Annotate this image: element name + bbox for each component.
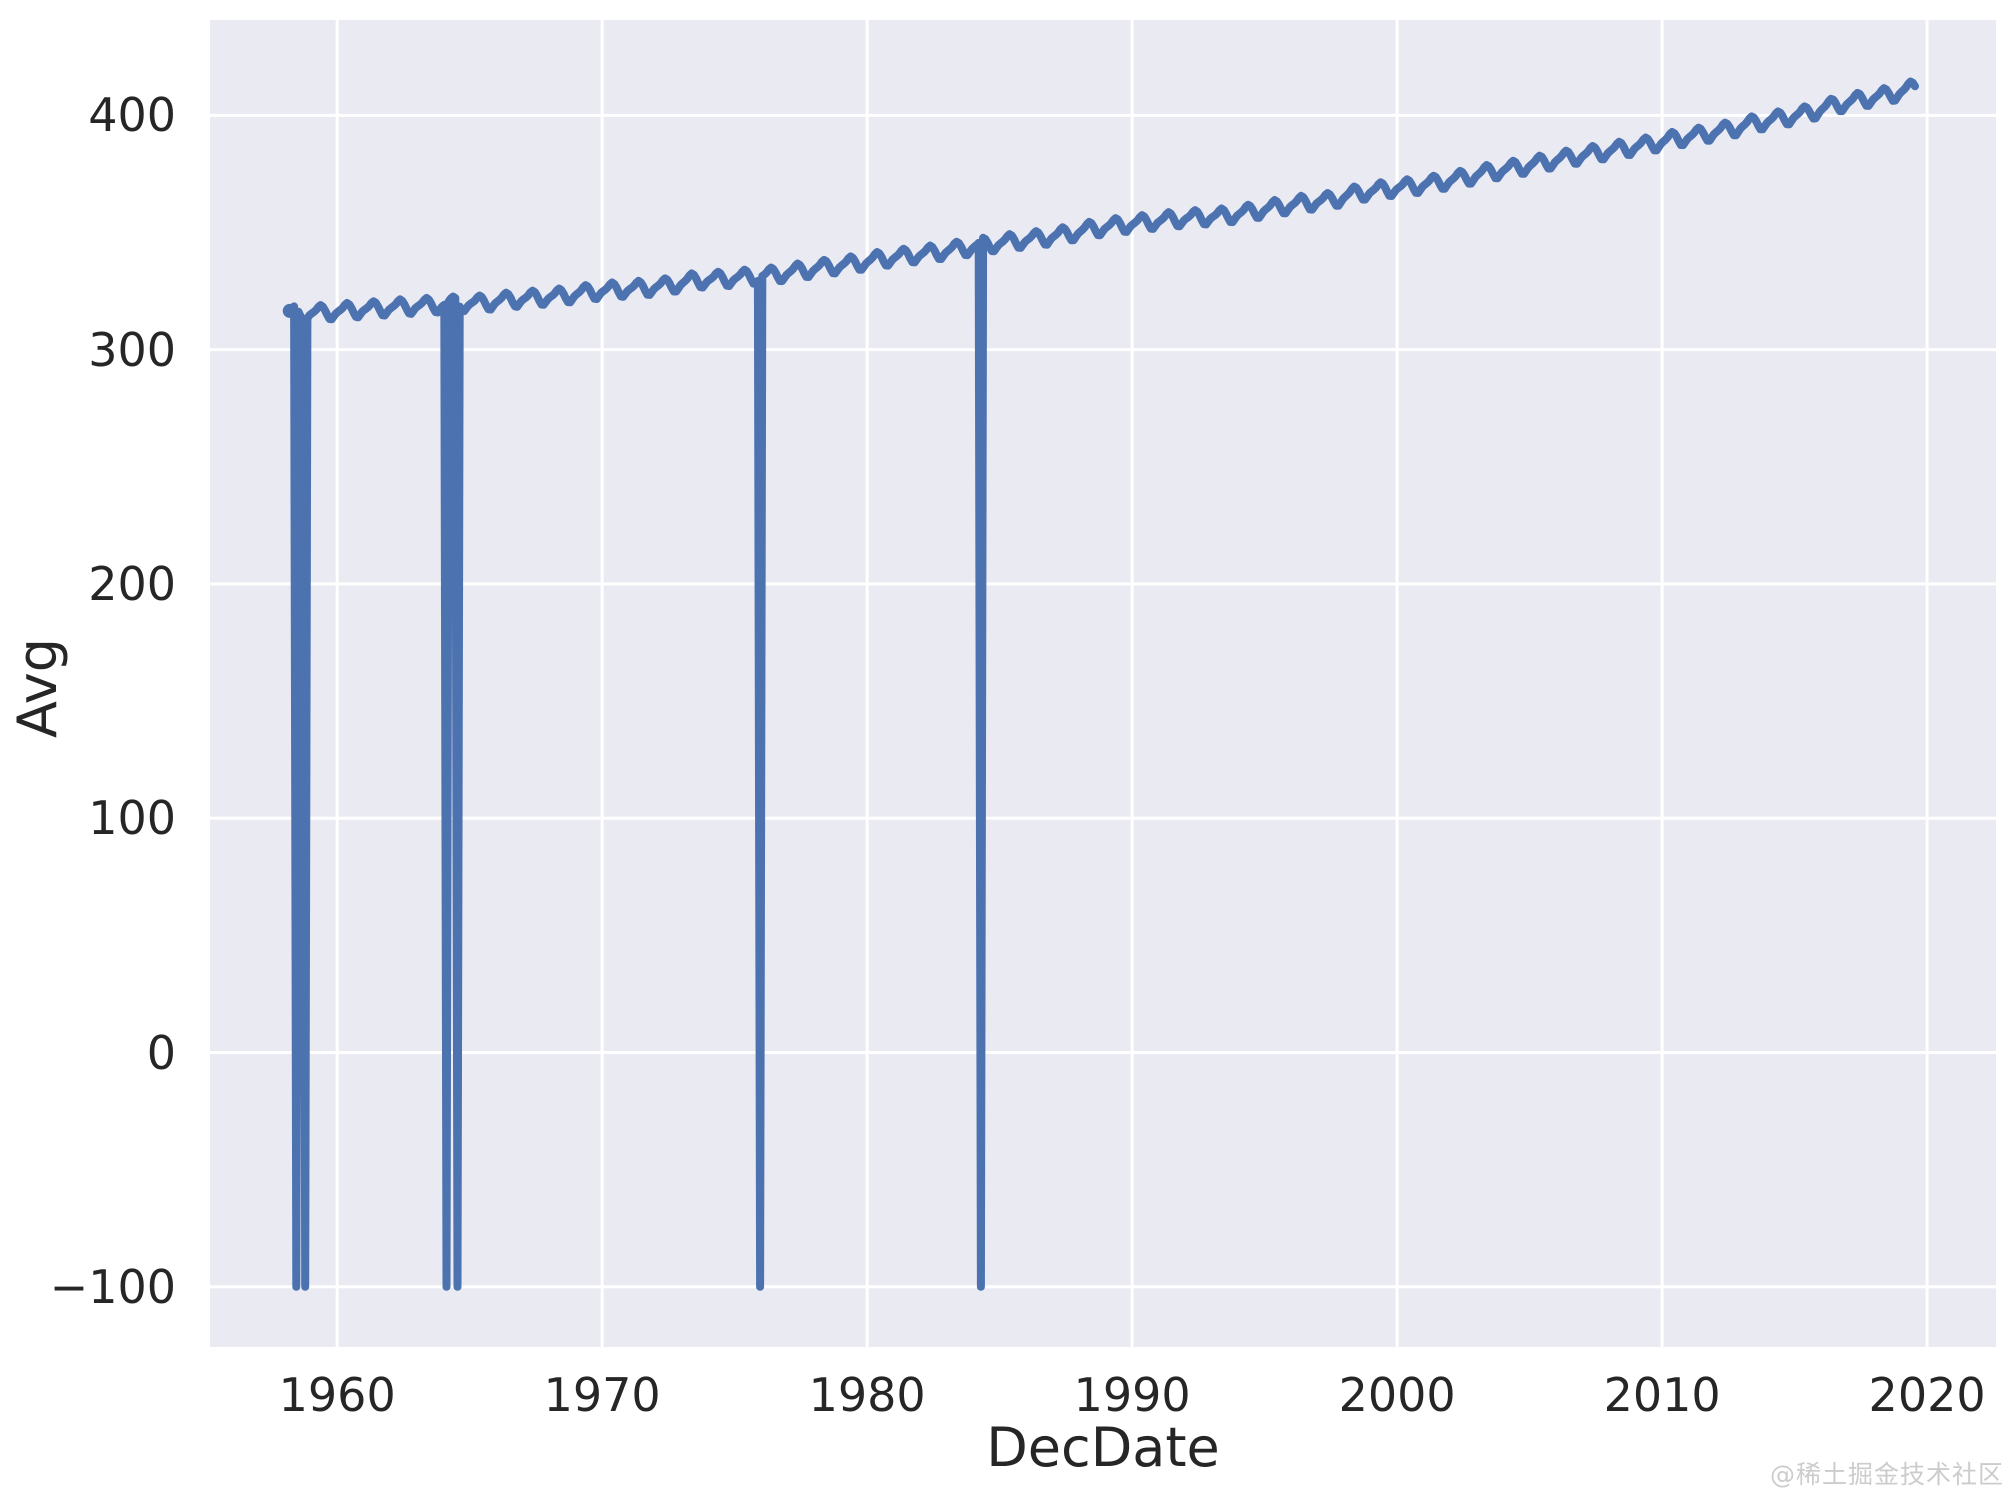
watermark: @稀土掘金技术社区 bbox=[1769, 1460, 2004, 1489]
avg-co2-line-series bbox=[285, 77, 1919, 1291]
x-axis-label: DecDate bbox=[986, 1416, 1220, 1479]
x-tick-label: 2000 bbox=[1338, 1368, 1456, 1422]
y-tick-label: 300 bbox=[88, 322, 176, 377]
x-tick-label: 1980 bbox=[808, 1368, 926, 1422]
y-tick-label: −100 bbox=[49, 1259, 176, 1314]
x-tick-label: 1970 bbox=[543, 1368, 661, 1422]
y-tick-label: 400 bbox=[88, 88, 176, 143]
plot-background bbox=[210, 20, 1996, 1347]
x-tick-label: 1960 bbox=[278, 1368, 396, 1422]
x-tick-label: 2010 bbox=[1603, 1368, 1721, 1422]
x-tick-label: 1990 bbox=[1073, 1368, 1191, 1422]
x-tick-label: 2020 bbox=[1868, 1368, 1986, 1422]
y-tick-label: 0 bbox=[146, 1025, 176, 1080]
y-axis-label: Avg bbox=[6, 638, 69, 739]
y-tick-label: 100 bbox=[88, 791, 176, 846]
y-tick-label: 200 bbox=[88, 556, 176, 611]
series-start-point bbox=[282, 303, 297, 318]
